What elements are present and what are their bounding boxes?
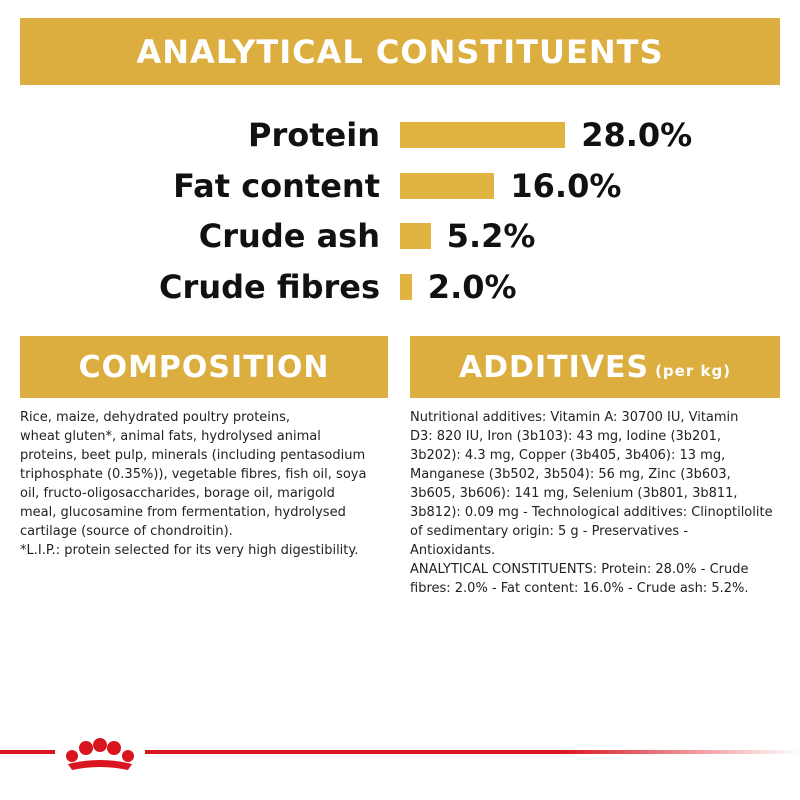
text-line: fibres: 2.0% - Fat content: 16.0% - Crud… — [410, 581, 749, 596]
text-line: Rice, maize, dehydrated poultry proteins… — [20, 410, 291, 425]
constituent-label: Fat content — [173, 167, 380, 205]
text-line: 3b605, 3b606): 141 mg, Selenium (3b801, … — [410, 486, 738, 501]
text-line: proteins, beet pulp, minerals (including… — [20, 448, 366, 463]
text-line: of sedimentary origin: 5 g - Preservativ… — [410, 524, 689, 539]
crown-logo — [66, 738, 134, 770]
constituent-label: Protein — [248, 116, 380, 154]
additives-note: (per kg) — [655, 362, 732, 380]
text-line: oil, fructo-oligosaccharides, borage oil… — [20, 486, 335, 501]
constituent-label: Crude ash — [198, 217, 380, 255]
footer — [0, 738, 800, 770]
text-line: wheat gluten*, animal fats, hydrolysed a… — [20, 429, 321, 444]
header-title: ANALYTICAL CONSTITUENTS — [136, 32, 664, 71]
additives-text: Nutritional additives: Vitamin A: 30700 … — [410, 408, 773, 598]
bar — [400, 173, 495, 199]
bar — [400, 122, 566, 148]
value-label: 28.0% — [581, 116, 693, 154]
value-label: 16.0% — [510, 167, 622, 205]
text-line: Antioxidants. — [410, 543, 496, 558]
value-label: 2.0% — [427, 268, 517, 306]
bar — [400, 223, 431, 249]
value-label: 5.2% — [446, 217, 536, 255]
text-line: triphosphate (0.35%)), vegetable fibres,… — [20, 467, 367, 482]
footer-line — [0, 750, 800, 754]
text-line: ANALYTICAL CONSTITUENTS: Protein: 28.0% … — [410, 562, 749, 577]
composition-text: Rice, maize, dehydrated poultry proteins… — [20, 408, 366, 560]
composition-band: COMPOSITION — [20, 336, 388, 398]
header-band: ANALYTICAL CONSTITUENTS — [20, 18, 780, 85]
additives-band: ADDITIVES (per kg) — [410, 336, 780, 398]
text-line: 3b812): 0.09 mg - Technological additive… — [410, 505, 773, 520]
bar — [400, 274, 412, 300]
text-line: Manganese (3b502, 3b504): 56 mg, Zinc (3… — [410, 467, 731, 482]
text-line: Nutritional additives: Vitamin A: 30700 … — [410, 410, 739, 425]
text-line: cartilage (source of chondroitin). — [20, 524, 233, 539]
text-line: meal, glucosamine from fermentation, hyd… — [20, 505, 346, 520]
text-line: *L.I.P.: protein selected for its very h… — [20, 543, 359, 558]
text-line: 3b202): 4.3 mg, Copper (3b405, 3b406): 1… — [410, 448, 726, 463]
text-line: D3: 820 IU, Iron (3b103): 43 mg, Iodine … — [410, 429, 721, 444]
additives-title: ADDITIVES — [458, 349, 650, 385]
composition-title: COMPOSITION — [78, 349, 330, 385]
constituent-label: Crude fibres — [159, 268, 380, 306]
